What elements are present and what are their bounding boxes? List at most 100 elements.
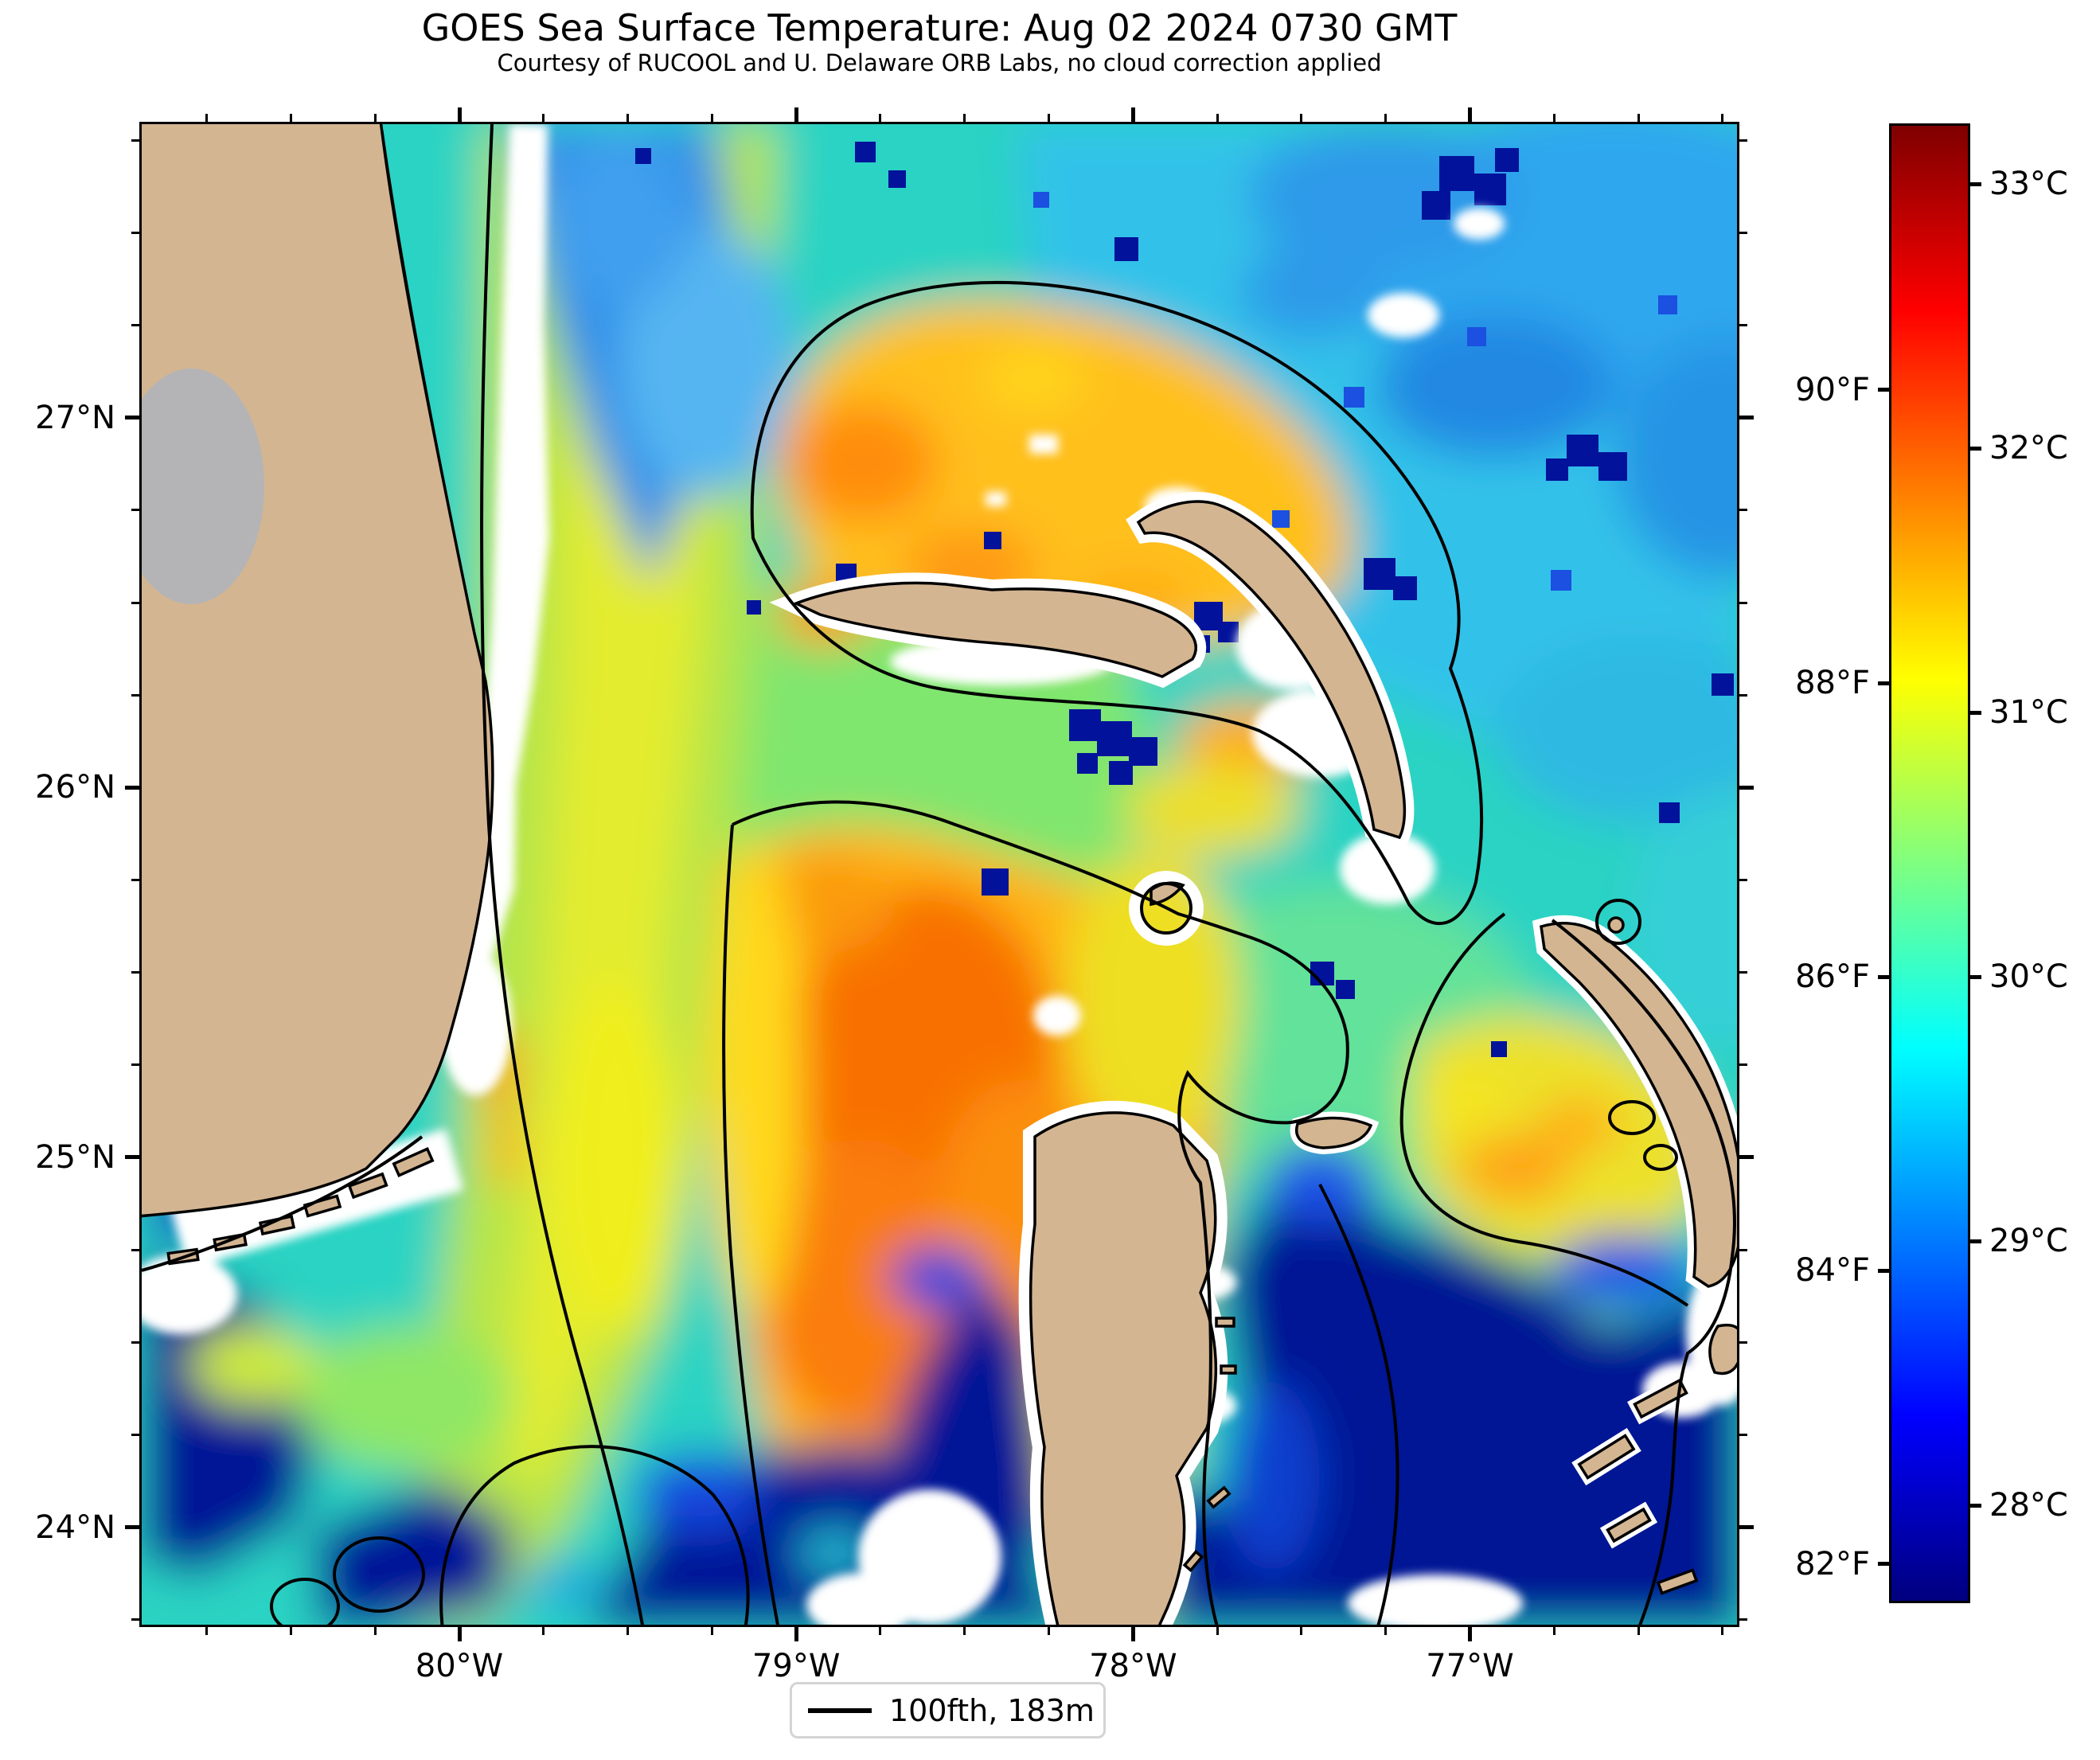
colorbar-celsius-tick (1970, 710, 1981, 715)
y-major-tick-right (1739, 1155, 1754, 1160)
contour-cay-sal-2 (270, 1578, 340, 1625)
colorbar-fahrenheit-tick (1878, 1562, 1889, 1567)
y-minor-tick-right (1739, 1340, 1747, 1344)
colorbar-fahrenheit-label: 82°F (1795, 1545, 1870, 1582)
x-minor-tick (1216, 1627, 1219, 1635)
y-minor-tick (131, 601, 139, 604)
x-minor-tick-top (1384, 114, 1388, 122)
sst-map-canvas (142, 124, 1737, 1625)
island-new-providence (1295, 1116, 1373, 1149)
y-minor-tick-right (1739, 231, 1747, 234)
contour-exuma-ring-2 (1643, 1144, 1678, 1171)
y-minor-tick-right (1739, 1618, 1747, 1621)
cloud-blue-speckles (1033, 192, 1677, 591)
colorbar-celsius-tick (1970, 974, 1981, 979)
x-minor-tick-top (1637, 114, 1640, 122)
x-tick-label: 79°W (751, 1648, 841, 1684)
cloud-pixel-clusters (635, 142, 1734, 1057)
colorbar-celsius-tick (1970, 1239, 1981, 1243)
x-major-tick-top (1130, 107, 1135, 122)
contour-gbb-north-toto (732, 800, 1349, 1625)
y-minor-tick (131, 971, 139, 974)
contour-bottom-loop (439, 1445, 750, 1625)
x-minor-tick (289, 1627, 292, 1635)
contour-harbour-ring (1595, 899, 1641, 945)
x-major-tick (794, 1627, 798, 1641)
x-minor-tick-top (1216, 114, 1219, 122)
colorbar-fahrenheit-tick (1878, 1268, 1889, 1273)
x-minor-tick (373, 1627, 377, 1635)
colorbar-celsius-tick (1970, 181, 1981, 186)
contour-keys (142, 1135, 424, 1272)
legend-label: 100fth, 183m (889, 1692, 1095, 1728)
y-minor-tick (131, 324, 139, 327)
y-minor-tick-right (1739, 1063, 1747, 1067)
contour-florida-shelf (480, 124, 644, 1625)
x-minor-tick-top (542, 114, 545, 122)
y-minor-tick-right (1739, 1248, 1747, 1251)
y-minor-tick-right (1739, 878, 1747, 881)
island-grand-bahama (792, 581, 1197, 678)
page-title: GOES Sea Surface Temperature: Aug 02 202… (421, 6, 1458, 49)
y-minor-tick (131, 1340, 139, 1344)
y-major-tick (125, 785, 139, 790)
y-minor-tick (131, 139, 139, 142)
page-subtitle: Courtesy of RUCOOL and U. Delaware ORB L… (497, 49, 1382, 76)
x-minor-tick (205, 1627, 209, 1635)
x-tick-label: 77°W (1426, 1648, 1514, 1684)
colorbar-fahrenheit-label: 88°F (1795, 665, 1870, 702)
y-minor-tick (131, 1618, 139, 1621)
y-major-tick (125, 416, 139, 420)
x-minor-tick (542, 1627, 545, 1635)
island-abaco (1136, 500, 1407, 840)
x-minor-tick-top (373, 114, 377, 122)
y-major-tick-right (1739, 416, 1754, 420)
y-major-tick (125, 1155, 139, 1160)
y-minor-tick (131, 509, 139, 512)
x-tick-label: 78°W (1089, 1648, 1177, 1684)
y-minor-tick (131, 1433, 139, 1436)
y-minor-tick-right (1739, 324, 1747, 327)
x-minor-tick-top (1300, 114, 1303, 122)
legend-line-sample (808, 1707, 872, 1713)
colorbar-celsius-tick (1970, 1503, 1981, 1508)
x-major-tick (1130, 1627, 1135, 1641)
y-tick-label: 26°N (35, 769, 115, 806)
lake-okeechobee (142, 369, 264, 604)
x-minor-tick-top (205, 114, 209, 122)
colorbar-fahrenheit-label: 84°F (1795, 1252, 1870, 1290)
x-minor-tick-top (710, 114, 713, 122)
x-minor-tick-top (963, 114, 966, 122)
y-minor-tick (131, 1248, 139, 1251)
contour-berry-ring (1140, 882, 1192, 935)
contour-se-channel (1318, 1184, 1399, 1625)
colorbar-celsius-label: 31°C (1989, 694, 2068, 732)
x-minor-tick (1552, 1627, 1555, 1635)
y-minor-tick (131, 231, 139, 234)
x-minor-tick (1637, 1627, 1640, 1635)
colorbar-fahrenheit-label: 86°F (1795, 958, 1870, 996)
contour-gbb-west (722, 824, 779, 1625)
isobath-contours (142, 124, 1736, 1625)
x-major-tick (457, 1627, 462, 1641)
colorbar-celsius-label: 29°C (1989, 1223, 2068, 1260)
contour-little-bahama-bank (750, 280, 1484, 926)
contour-exuma-ring-1 (1608, 1100, 1656, 1135)
colorbar-celsius-label: 33°C (1989, 166, 2068, 203)
contour-cay-sal-1 (333, 1536, 425, 1613)
y-minor-tick-right (1739, 1433, 1747, 1436)
y-minor-tick (131, 878, 139, 881)
x-minor-tick (710, 1627, 713, 1635)
sst-map (139, 122, 1739, 1627)
y-major-tick-right (1739, 1525, 1754, 1530)
x-minor-tick (879, 1627, 882, 1635)
y-tick-label: 24°N (35, 1508, 115, 1546)
x-minor-tick-top (1721, 114, 1724, 122)
x-minor-tick (626, 1627, 630, 1635)
x-minor-tick (963, 1627, 966, 1635)
x-tick-label: 80°W (415, 1648, 504, 1684)
y-tick-label: 27°N (35, 399, 115, 436)
x-minor-tick (1384, 1627, 1388, 1635)
x-minor-tick-top (289, 114, 292, 122)
